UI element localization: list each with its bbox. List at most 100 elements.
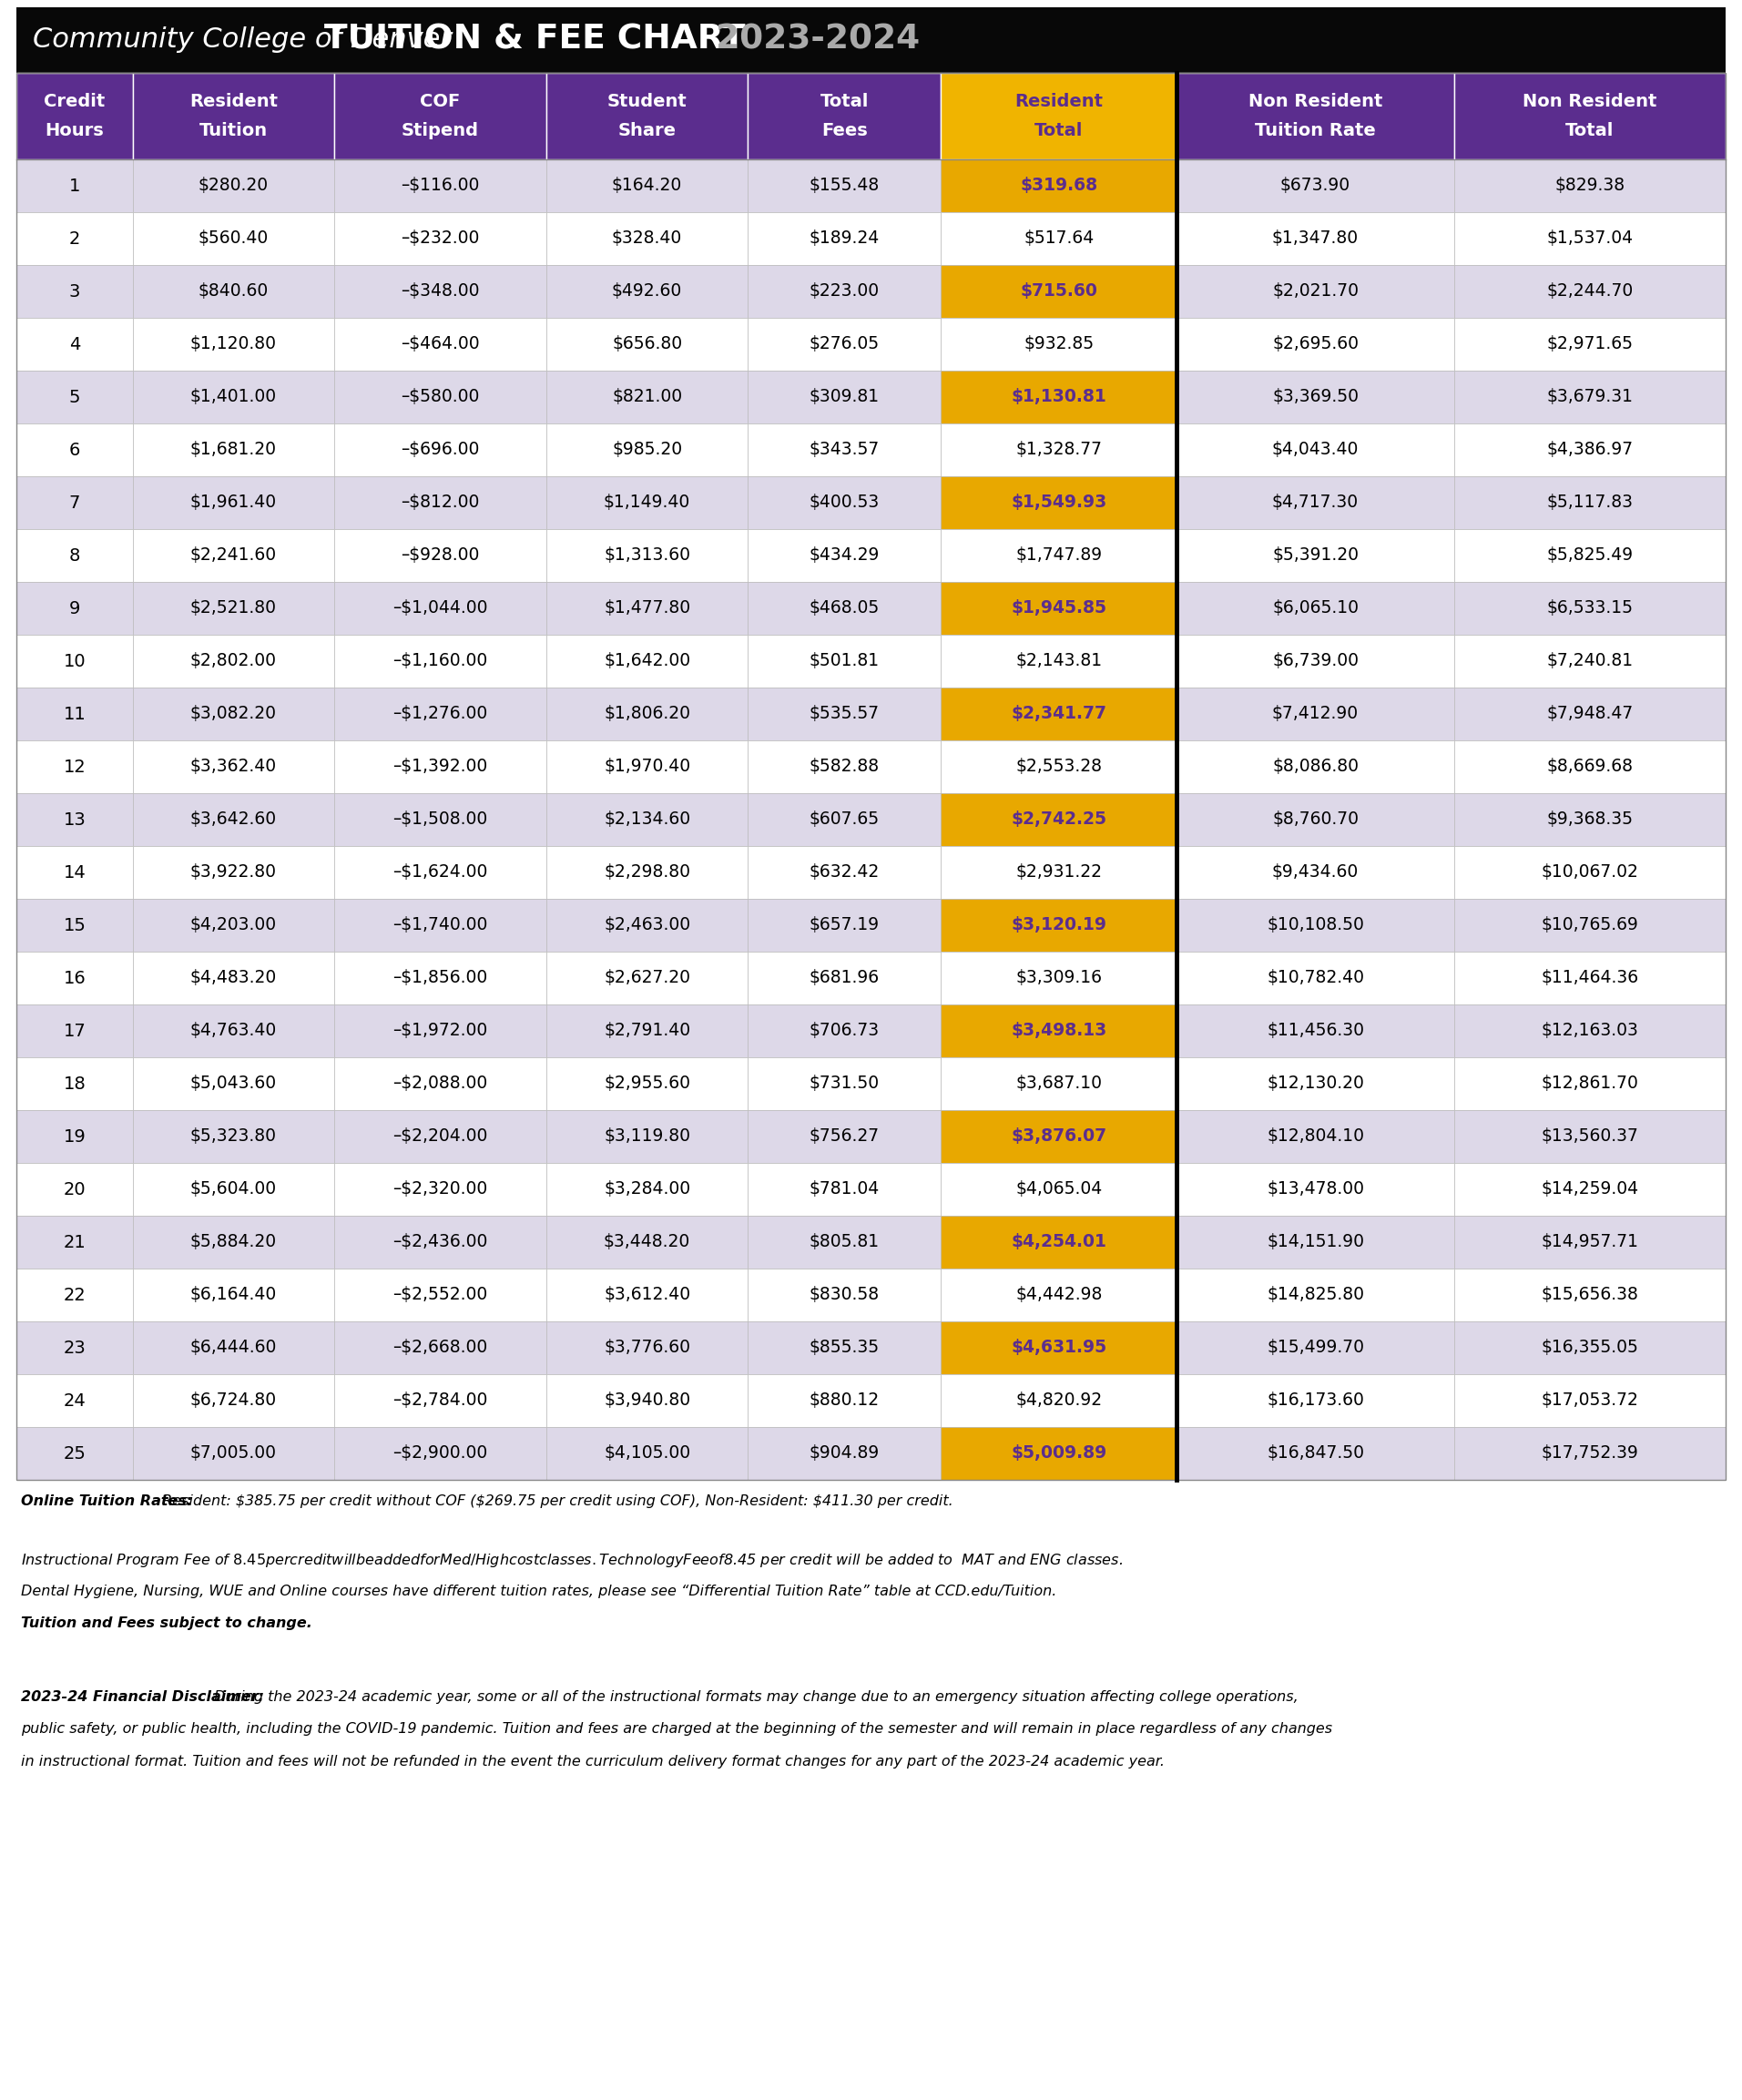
Text: $4,203.00: $4,203.00	[190, 916, 277, 935]
Bar	[1178, 1428, 1455, 1480]
Text: $13,560.37: $13,560.37	[1542, 1128, 1639, 1145]
Bar	[132, 1056, 334, 1111]
Text: in instructional format. Tuition and fees will not be refunded in the event the : in instructional format. Tuition and fee…	[21, 1756, 1165, 1768]
Bar	[941, 1428, 1178, 1480]
Bar	[941, 687, 1178, 741]
Text: $1,806.20: $1,806.20	[604, 706, 690, 722]
Text: $10,067.02: $10,067.02	[1542, 863, 1639, 882]
Text: –$1,856.00: –$1,856.00	[392, 970, 488, 987]
Bar	[334, 370, 547, 424]
Bar	[132, 265, 334, 317]
Bar	[747, 687, 941, 741]
Text: $2,802.00: $2,802.00	[190, 653, 277, 670]
Bar	[334, 74, 547, 160]
Bar	[747, 951, 941, 1004]
Text: –$580.00: –$580.00	[401, 388, 479, 405]
Bar	[334, 1056, 547, 1111]
Text: Non Resident: Non Resident	[1249, 92, 1383, 109]
Bar	[1455, 1428, 1726, 1480]
Text: $2,463.00: $2,463.00	[604, 916, 690, 935]
Text: $2,143.81: $2,143.81	[1016, 653, 1103, 670]
Text: $582.88: $582.88	[810, 758, 880, 775]
Text: Resident: Resident	[190, 92, 277, 109]
Text: $3,922.80: $3,922.80	[190, 863, 277, 882]
Bar	[334, 1111, 547, 1163]
Bar	[941, 846, 1178, 899]
Bar	[334, 1428, 547, 1480]
Text: 16: 16	[63, 970, 85, 987]
Text: $1,313.60: $1,313.60	[604, 546, 690, 565]
Bar	[334, 1216, 547, 1268]
Text: $4,043.40: $4,043.40	[1272, 441, 1359, 458]
Text: $328.40: $328.40	[611, 229, 683, 248]
Text: $2,955.60: $2,955.60	[604, 1075, 690, 1092]
Text: $632.42: $632.42	[810, 863, 880, 882]
Text: $2,244.70: $2,244.70	[1547, 284, 1632, 300]
Bar	[132, 582, 334, 634]
Bar	[1178, 899, 1455, 951]
Text: 18: 18	[63, 1075, 85, 1092]
Text: $1,747.89: $1,747.89	[1016, 546, 1103, 565]
Bar	[1455, 1268, 1726, 1321]
Bar	[1178, 477, 1455, 529]
Text: $343.57: $343.57	[810, 441, 880, 458]
Text: Total: Total	[1035, 122, 1084, 139]
Bar	[334, 741, 547, 794]
Text: Online Tuition Rates:: Online Tuition Rates:	[21, 1495, 192, 1508]
Text: $4,386.97: $4,386.97	[1547, 441, 1632, 458]
Bar	[1455, 1373, 1726, 1428]
Text: $6,444.60: $6,444.60	[190, 1340, 277, 1357]
Text: 15: 15	[63, 916, 85, 935]
Text: $9,434.60: $9,434.60	[1272, 863, 1359, 882]
Text: $5,043.60: $5,043.60	[190, 1075, 277, 1092]
Bar	[747, 1321, 941, 1373]
Text: 8: 8	[70, 546, 80, 565]
Text: $535.57: $535.57	[810, 706, 880, 722]
Bar	[1178, 687, 1455, 741]
Text: –$1,624.00: –$1,624.00	[392, 863, 488, 882]
Bar	[1178, 1321, 1455, 1373]
Bar	[16, 899, 132, 951]
Text: $164.20: $164.20	[611, 176, 683, 195]
Text: $6,533.15: $6,533.15	[1547, 601, 1632, 617]
Bar	[16, 582, 132, 634]
Text: $14,957.71: $14,957.71	[1542, 1233, 1639, 1252]
Text: $2,521.80: $2,521.80	[190, 601, 277, 617]
Bar	[1455, 1321, 1726, 1373]
Text: $223.00: $223.00	[810, 284, 880, 300]
Text: $855.35: $855.35	[810, 1340, 880, 1357]
Text: $501.81: $501.81	[810, 653, 880, 670]
Bar	[1455, 74, 1726, 160]
Bar	[941, 477, 1178, 529]
Text: $5,391.20: $5,391.20	[1272, 546, 1359, 565]
Text: $3,369.50: $3,369.50	[1272, 388, 1359, 405]
Bar	[1178, 1268, 1455, 1321]
Bar	[1455, 582, 1726, 634]
Bar	[941, 634, 1178, 687]
Bar	[547, 1056, 747, 1111]
Text: $319.68: $319.68	[1021, 176, 1097, 195]
Text: 12: 12	[63, 758, 85, 775]
Text: $560.40: $560.40	[199, 229, 268, 248]
Bar	[747, 899, 941, 951]
Text: $3,776.60: $3,776.60	[604, 1340, 690, 1357]
Bar	[16, 846, 132, 899]
Text: $5,825.49: $5,825.49	[1547, 546, 1632, 565]
Bar	[547, 741, 747, 794]
Text: $2,695.60: $2,695.60	[1272, 336, 1359, 353]
Bar	[747, 477, 941, 529]
Text: 21: 21	[63, 1233, 85, 1252]
Bar	[1455, 846, 1726, 899]
Bar	[132, 317, 334, 370]
Text: $12,130.20: $12,130.20	[1266, 1075, 1364, 1092]
Bar	[1178, 741, 1455, 794]
Text: $4,105.00: $4,105.00	[604, 1445, 690, 1462]
Bar	[132, 160, 334, 212]
Bar	[334, 1373, 547, 1428]
Text: –$696.00: –$696.00	[401, 441, 479, 458]
Bar	[547, 1004, 747, 1056]
Bar	[16, 1268, 132, 1321]
Text: –$1,392.00: –$1,392.00	[392, 758, 488, 775]
Bar	[747, 160, 941, 212]
Text: $17,752.39: $17,752.39	[1542, 1445, 1639, 1462]
